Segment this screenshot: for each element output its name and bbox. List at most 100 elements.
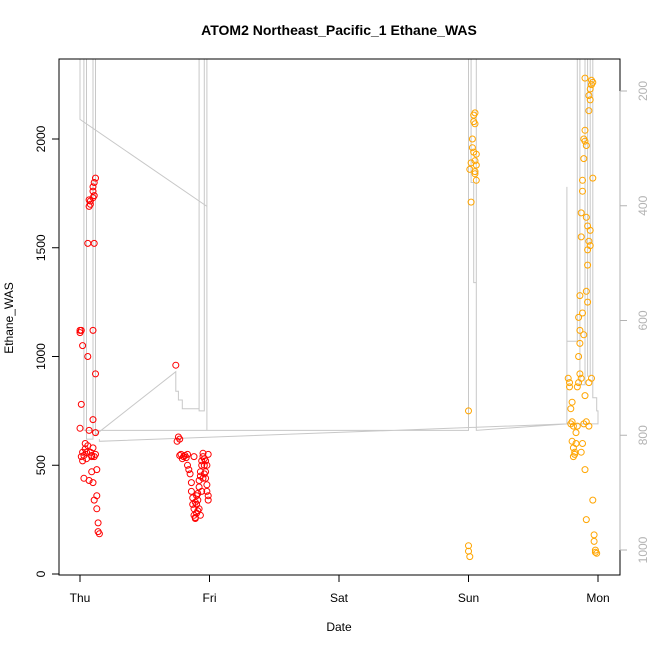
data-point xyxy=(92,450,99,458)
data-point xyxy=(472,150,480,158)
y2-tick-label: 1000 xyxy=(636,536,650,563)
data-point xyxy=(585,422,593,430)
data-point xyxy=(589,78,597,86)
data-point xyxy=(589,174,597,182)
data-point xyxy=(568,398,576,406)
data-point xyxy=(471,109,479,117)
data-point xyxy=(575,313,583,321)
data-point xyxy=(585,92,593,99)
data-point xyxy=(89,479,97,487)
y-axis: 0 500 1000 1500 2000 xyxy=(34,125,60,577)
data-point xyxy=(89,444,97,452)
data-point xyxy=(572,429,580,437)
data-point xyxy=(576,292,584,300)
data-point xyxy=(585,107,593,115)
data-point xyxy=(471,157,479,165)
data-point xyxy=(202,474,210,482)
data-point xyxy=(204,492,212,500)
data-point xyxy=(202,457,210,465)
data-point xyxy=(472,161,480,169)
y-tick-label: 1500 xyxy=(34,234,48,261)
data-point xyxy=(584,298,592,306)
data-point xyxy=(77,400,85,408)
data-point xyxy=(89,416,97,424)
y-axis-label: Ethane_WAS xyxy=(2,282,16,354)
data-point xyxy=(589,496,597,504)
data-point xyxy=(580,331,588,339)
y-tick-label: 0 xyxy=(34,570,48,577)
data-point xyxy=(579,176,586,184)
data-point xyxy=(573,422,581,430)
data-point xyxy=(590,531,598,539)
data-point xyxy=(585,379,593,387)
data-point xyxy=(94,519,102,527)
data-point xyxy=(187,487,195,495)
series-line xyxy=(79,58,599,442)
data-point xyxy=(199,474,207,482)
y2-tick-label: 400 xyxy=(636,195,650,215)
data-point xyxy=(184,461,191,469)
data-point xyxy=(586,96,594,104)
data-point xyxy=(579,440,586,447)
data-point xyxy=(468,135,476,143)
data-point xyxy=(84,353,92,360)
data-point xyxy=(76,424,84,432)
chart-title: ATOM2 Northeast_Pacific_1 Ethane_WAS xyxy=(201,22,477,38)
data-point xyxy=(200,470,208,478)
data-point xyxy=(568,437,576,445)
data-point xyxy=(85,477,93,484)
data-point xyxy=(203,487,211,495)
data-point xyxy=(581,74,589,82)
data-point xyxy=(182,454,190,462)
data-point xyxy=(92,174,99,182)
data-point xyxy=(467,198,475,206)
x-tick-label: Sat xyxy=(330,591,349,605)
data-point xyxy=(593,549,601,557)
x-tick-label: Fri xyxy=(203,591,217,605)
data-point xyxy=(577,209,585,217)
data-point xyxy=(85,426,93,434)
data-point xyxy=(585,237,593,245)
data-point xyxy=(465,407,472,415)
data-point xyxy=(466,553,474,561)
data-point xyxy=(90,239,98,247)
data-point xyxy=(198,487,206,495)
data-point xyxy=(92,370,99,378)
data-point xyxy=(591,548,599,556)
data-point xyxy=(472,176,480,184)
data-point xyxy=(204,450,212,458)
data-point xyxy=(95,530,103,538)
data-point xyxy=(566,383,573,391)
data-point xyxy=(191,498,199,506)
data-point xyxy=(172,361,180,369)
data-point xyxy=(93,492,101,500)
data-point xyxy=(187,479,195,487)
data-point xyxy=(586,85,594,93)
data-point xyxy=(89,326,97,334)
plot-frame xyxy=(58,58,621,576)
data-point xyxy=(83,448,90,456)
data-point xyxy=(569,422,577,430)
data-point xyxy=(581,392,589,400)
data-point xyxy=(576,326,584,334)
data-point xyxy=(577,374,585,382)
data-point xyxy=(93,466,101,474)
y2-tick-label: 200 xyxy=(636,81,650,101)
x-tick-label: Thu xyxy=(70,591,91,605)
data-point xyxy=(88,453,96,461)
data-point xyxy=(190,453,198,461)
data-point xyxy=(581,137,589,145)
data-point xyxy=(471,120,479,128)
data-point xyxy=(582,287,590,295)
data-point xyxy=(471,170,479,178)
data-point xyxy=(77,326,85,334)
data-point xyxy=(92,429,99,437)
data-point xyxy=(200,461,208,469)
gray-line-layer xyxy=(79,58,599,442)
data-point xyxy=(90,179,98,186)
y-tick-label: 2000 xyxy=(34,125,48,152)
y-tick-label: 500 xyxy=(34,455,48,475)
data-point xyxy=(577,448,585,456)
data-point xyxy=(564,374,572,382)
x-tick-label: Sun xyxy=(458,591,479,605)
